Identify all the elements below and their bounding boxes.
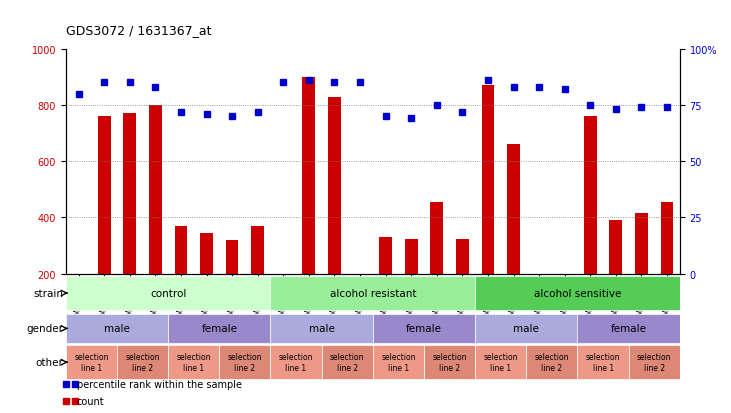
Text: count: count: [77, 396, 105, 406]
FancyBboxPatch shape: [373, 345, 424, 379]
Text: selection
line 1: selection line 1: [279, 353, 314, 372]
Text: percentile rank within the sample: percentile rank within the sample: [77, 379, 242, 389]
Text: female: female: [610, 324, 647, 334]
FancyBboxPatch shape: [475, 276, 680, 311]
Bar: [124, 114, 136, 274]
FancyBboxPatch shape: [577, 314, 680, 343]
Text: selection
line 1: selection line 1: [74, 353, 109, 372]
FancyBboxPatch shape: [168, 345, 219, 379]
Bar: [328, 97, 341, 274]
Text: alcohol sensitive: alcohol sensitive: [534, 288, 621, 298]
FancyBboxPatch shape: [629, 345, 680, 379]
Text: selection
line 2: selection line 2: [125, 353, 160, 372]
FancyBboxPatch shape: [373, 314, 475, 343]
FancyBboxPatch shape: [270, 276, 475, 311]
Text: selection
line 2: selection line 2: [432, 353, 467, 372]
Bar: [149, 106, 162, 274]
Bar: [200, 233, 213, 274]
Text: selection
line 2: selection line 2: [534, 353, 569, 372]
FancyBboxPatch shape: [475, 314, 577, 343]
FancyBboxPatch shape: [270, 314, 373, 343]
Bar: [175, 226, 187, 274]
Bar: [610, 221, 622, 274]
Text: GDS3072 / 1631367_at: GDS3072 / 1631367_at: [66, 24, 211, 37]
FancyBboxPatch shape: [424, 345, 475, 379]
FancyBboxPatch shape: [219, 345, 270, 379]
Bar: [584, 117, 596, 274]
FancyBboxPatch shape: [322, 345, 373, 379]
Bar: [405, 239, 417, 274]
Text: male: male: [104, 324, 130, 334]
FancyBboxPatch shape: [577, 345, 629, 379]
Text: gender: gender: [26, 324, 63, 334]
FancyBboxPatch shape: [526, 345, 577, 379]
Bar: [507, 145, 520, 274]
FancyBboxPatch shape: [270, 345, 322, 379]
Bar: [251, 226, 264, 274]
FancyBboxPatch shape: [117, 345, 168, 379]
Text: selection
line 2: selection line 2: [330, 353, 365, 372]
Bar: [482, 86, 494, 274]
FancyBboxPatch shape: [66, 276, 270, 311]
FancyBboxPatch shape: [66, 345, 117, 379]
Text: selection
line 1: selection line 1: [381, 353, 416, 372]
Text: female: female: [406, 324, 442, 334]
Bar: [98, 117, 110, 274]
Text: male: male: [308, 324, 335, 334]
FancyBboxPatch shape: [66, 314, 168, 343]
Bar: [456, 239, 469, 274]
Text: alcohol resistant: alcohol resistant: [330, 288, 416, 298]
Text: selection
line 1: selection line 1: [176, 353, 211, 372]
Bar: [379, 237, 392, 274]
FancyBboxPatch shape: [475, 345, 526, 379]
Bar: [661, 202, 673, 274]
Bar: [303, 78, 315, 274]
Text: female: female: [201, 324, 238, 334]
Bar: [431, 202, 443, 274]
Text: strain: strain: [33, 288, 63, 298]
FancyBboxPatch shape: [168, 314, 270, 343]
Text: selection
line 2: selection line 2: [227, 353, 262, 372]
Bar: [635, 214, 648, 274]
Bar: [226, 240, 238, 274]
Text: other: other: [35, 357, 63, 367]
Text: selection
line 1: selection line 1: [483, 353, 518, 372]
Text: selection
line 1: selection line 1: [586, 353, 621, 372]
Text: selection
line 2: selection line 2: [637, 353, 672, 372]
Text: control: control: [150, 288, 186, 298]
Text: male: male: [513, 324, 539, 334]
